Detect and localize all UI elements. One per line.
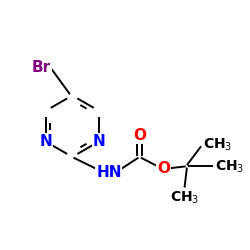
Text: N: N	[92, 134, 105, 149]
Text: CH$_3$: CH$_3$	[170, 190, 199, 206]
Text: O: O	[157, 161, 170, 176]
Text: O: O	[133, 128, 146, 143]
Text: HN: HN	[96, 165, 122, 180]
Text: Br: Br	[32, 60, 51, 74]
Text: N: N	[39, 134, 52, 149]
Text: CH$_3$: CH$_3$	[215, 158, 244, 174]
Text: CH$_3$: CH$_3$	[204, 137, 233, 153]
